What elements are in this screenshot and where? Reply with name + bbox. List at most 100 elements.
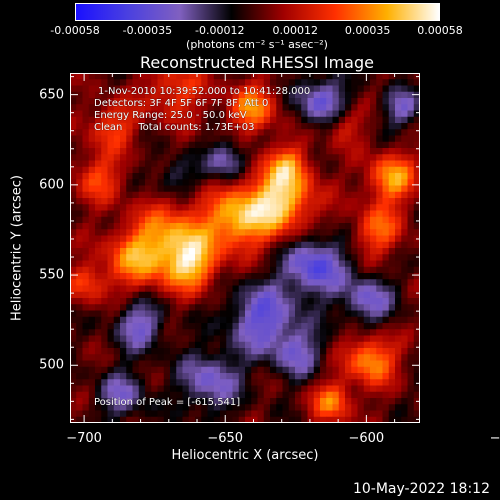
- heatmap-cell: [263, 223, 271, 230]
- heatmap-cell: [332, 348, 340, 355]
- heatmap-cell: [370, 273, 377, 280]
- heatmap-cell: [357, 191, 365, 199]
- heatmap-cell: [326, 285, 333, 293]
- heatmap-cell: [126, 241, 133, 249]
- heatmap-cell: [257, 91, 265, 99]
- heatmap-cell: [401, 254, 408, 261]
- heatmap-cell: [282, 279, 290, 286]
- heatmap-cell: [95, 135, 102, 143]
- heatmap-cell: [376, 104, 383, 111]
- heatmap-cell: [388, 398, 396, 405]
- heatmap-cell: [95, 191, 102, 199]
- heatmap-cell: [82, 316, 90, 324]
- heatmap-cell: [313, 285, 321, 293]
- heatmap-cell: [407, 179, 415, 186]
- heatmap-cell: [157, 385, 165, 393]
- heatmap-cell: [295, 179, 302, 186]
- heatmap-cell: [176, 185, 183, 193]
- heatmap-cell: [182, 398, 190, 405]
- heatmap-cell: [120, 235, 127, 243]
- heatmap-cell: [307, 304, 315, 311]
- heatmap-cell: [201, 360, 208, 368]
- heatmap-cell: [201, 366, 208, 374]
- heatmap-cell: [332, 235, 340, 243]
- heatmap-cell: [120, 260, 127, 268]
- heatmap-cell: [407, 129, 415, 136]
- heatmap-cell: [132, 273, 140, 280]
- heatmap-cell: [245, 398, 252, 405]
- heatmap-cell: [345, 135, 352, 143]
- heatmap-cell: [257, 79, 265, 86]
- heatmap-cell: [388, 310, 396, 318]
- heatmap-cell: [357, 373, 365, 380]
- heatmap-cell: [138, 366, 146, 374]
- heatmap-cell: [251, 241, 258, 249]
- heatmap-cell: [163, 248, 171, 255]
- heatmap-cell: [320, 310, 327, 318]
- heatmap-cell: [101, 79, 108, 86]
- heatmap-cell: [320, 229, 327, 236]
- heatmap-cell: [326, 148, 333, 155]
- heatmap-cell: [182, 173, 190, 180]
- heatmap-cell: [282, 391, 290, 399]
- heatmap-cell: [101, 98, 108, 105]
- heatmap-cell: [70, 123, 77, 130]
- heatmap-cell: [407, 385, 415, 393]
- heatmap-cell: [176, 385, 183, 393]
- heatmap-cell: [126, 379, 133, 386]
- heatmap-cell: [170, 266, 177, 274]
- heatmap-cell: [70, 316, 77, 324]
- heatmap-cell: [76, 204, 83, 211]
- heatmap-cell: [82, 348, 90, 355]
- heatmap-cell: [82, 148, 90, 155]
- heatmap-cell: [370, 98, 377, 105]
- heatmap-cell: [313, 154, 321, 161]
- heatmap-cell: [170, 104, 177, 111]
- heatmap-cell: [301, 266, 308, 274]
- heatmap-cell: [263, 254, 271, 261]
- heatmap-cell: [107, 266, 115, 274]
- heatmap-cell: [288, 223, 296, 230]
- heatmap-cell: [363, 104, 371, 111]
- heatmap-cell: [307, 179, 315, 186]
- heatmap-cell: [307, 323, 315, 330]
- heatmap-cell: [107, 373, 115, 380]
- heatmap-cell: [357, 154, 365, 161]
- heatmap-cell: [301, 273, 308, 280]
- heatmap-cell: [382, 360, 390, 368]
- heatmap-cell: [138, 166, 146, 174]
- heatmap-cell: [151, 410, 158, 418]
- heatmap-cell: [113, 404, 121, 411]
- heatmap-cell: [407, 185, 415, 193]
- heatmap-cell: [132, 366, 140, 374]
- heatmap-cell: [220, 154, 227, 161]
- heatmap-cell: [88, 335, 96, 343]
- heatmap-cell: [176, 360, 183, 368]
- heatmap-cell: [82, 410, 90, 418]
- heatmap-cell: [157, 160, 165, 168]
- heatmap-cell: [401, 416, 408, 423]
- heatmap-cell: [188, 404, 196, 411]
- heatmap-cell: [238, 316, 246, 324]
- heatmap-cell: [401, 410, 408, 418]
- heatmap-cell: [251, 341, 258, 349]
- heatmap-cell: [95, 179, 102, 186]
- heatmap-cell: [145, 104, 152, 111]
- heatmap-cell: [276, 173, 283, 180]
- heatmap-cell: [107, 273, 115, 280]
- heatmap-cell: [301, 366, 308, 374]
- heatmap-cell: [370, 85, 377, 93]
- heatmap-cell: [163, 279, 171, 286]
- heatmap-cell: [363, 273, 371, 280]
- heatmap-cell: [345, 354, 352, 361]
- heatmap-cell: [82, 91, 90, 99]
- heatmap-cell: [157, 341, 165, 349]
- heatmap-cell: [376, 241, 383, 249]
- heatmap-cell: [182, 179, 190, 186]
- heatmap-cell: [163, 179, 171, 186]
- heatmap-cell: [282, 79, 290, 86]
- heatmap-cell: [263, 391, 271, 399]
- heatmap-cell: [276, 366, 283, 374]
- heatmap-cell: [407, 173, 415, 180]
- heatmap-cell: [245, 279, 252, 286]
